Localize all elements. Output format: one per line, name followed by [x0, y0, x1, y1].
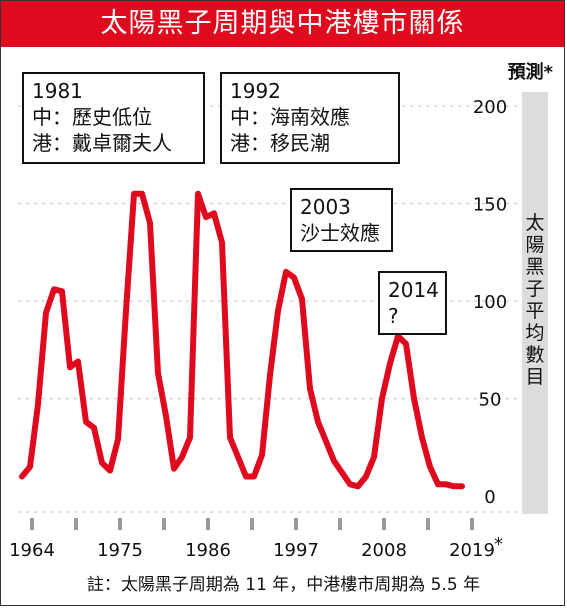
- y-axis-label-char: 目: [525, 366, 545, 388]
- chart-title: 太陽黑子周期與中港樓市關係: [1, 1, 564, 47]
- y-axis-label: 太陽黑子平均數目: [522, 212, 548, 388]
- annotation-line: 中：歷史低位: [32, 105, 152, 129]
- x-tick-mark: [162, 518, 166, 530]
- series-line: [19, 190, 465, 490]
- x-tick-label: 1964: [9, 540, 55, 561]
- forecast-label: 預測*: [507, 62, 553, 83]
- x-tick-label: 2008: [361, 540, 407, 561]
- y-tick-label: 50: [479, 390, 502, 411]
- annotation-2003: 2003 沙士效應: [290, 188, 393, 252]
- x-tick-label: 1997: [273, 540, 319, 561]
- annotation-year: 1981: [32, 79, 83, 103]
- x-tick-label: 2019: [449, 540, 495, 561]
- annotation-line: 港：戴卓爾夫人: [32, 131, 172, 155]
- footnote: 註：太陽黑子周期為 11 年，中港樓市周期為 5.5 年: [86, 575, 481, 595]
- x-tick-mark: [206, 518, 210, 530]
- annotation-1981: 1981 中：歷史低位 港：戴卓爾夫人: [22, 72, 205, 164]
- y-axis-label-char: 黑: [525, 256, 545, 278]
- y-axis-label-char: 子: [525, 278, 545, 300]
- x-tick-mark: [338, 518, 342, 530]
- x-tick-mark: [470, 518, 474, 530]
- x-tick-mark: [74, 518, 78, 530]
- annotation-line: 沙士效應: [300, 221, 380, 245]
- annotation-line: ?: [388, 304, 399, 328]
- y-axis-band: [522, 92, 548, 514]
- y-axis-label-char: 太: [525, 212, 545, 234]
- x-tick-mark: [30, 518, 34, 530]
- x-tick-mark: [426, 518, 430, 530]
- annotation-year: 1992: [230, 79, 281, 103]
- annotation-year: 2014: [388, 278, 439, 302]
- y-tick-label: 0: [484, 487, 495, 508]
- x-tick-mark: [294, 518, 298, 530]
- x-tick-label: 1986: [185, 540, 231, 561]
- x-tick-mark: [118, 518, 122, 530]
- y-tick-label: 200: [473, 97, 507, 118]
- annotation-2014: 2014 ?: [378, 271, 447, 335]
- annotation-year: 2003: [300, 195, 351, 219]
- y-axis-label-char: 均: [525, 322, 545, 344]
- y-tick-label: 100: [473, 292, 507, 313]
- annotation-line: 中：海南效應: [230, 105, 350, 129]
- x-tick-label: 1975: [97, 540, 143, 561]
- x-tick-asterisk: *: [494, 534, 503, 555]
- annotation-1992: 1992 中：海南效應 港：移民潮: [220, 72, 400, 164]
- x-tick-mark: [382, 518, 386, 530]
- y-axis-label-char: 數: [525, 344, 545, 366]
- y-tick-label: 150: [473, 195, 507, 216]
- y-axis-label-char: 陽: [525, 234, 545, 256]
- annotation-line: 港：移民潮: [230, 131, 330, 155]
- x-tick-mark: [250, 518, 254, 530]
- y-axis-label-char: 平: [525, 300, 545, 322]
